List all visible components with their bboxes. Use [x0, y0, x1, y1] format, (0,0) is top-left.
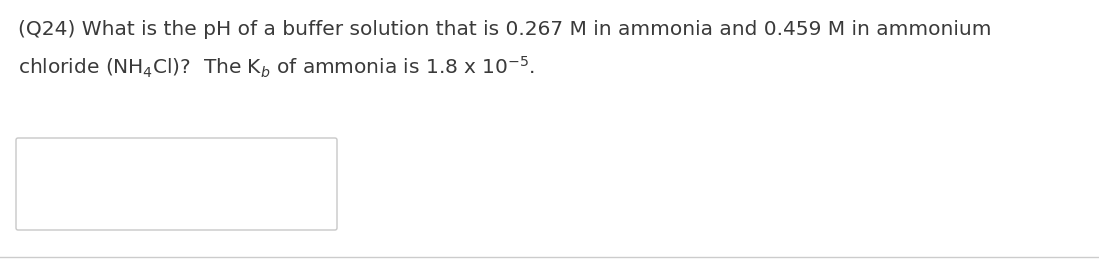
FancyBboxPatch shape: [16, 138, 337, 230]
Text: chloride (NH$_4$Cl)?  The K$_b$ of ammonia is 1.8 x 10$^{-5}$.: chloride (NH$_4$Cl)? The K$_b$ of ammoni…: [18, 55, 535, 80]
Text: (Q24) What is the pH of a buffer solution that is 0.267 M in ammonia and 0.459 M: (Q24) What is the pH of a buffer solutio…: [18, 20, 991, 39]
